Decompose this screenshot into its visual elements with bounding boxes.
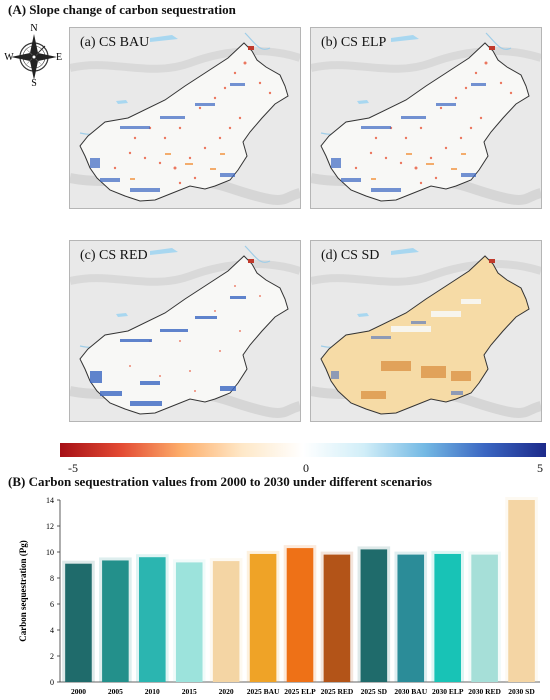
bar-2025-sd [360, 549, 388, 682]
bar-2000 [65, 563, 92, 682]
x-tick-label: 2025 ELP [284, 687, 316, 696]
x-tick-label: 2010 [145, 687, 160, 696]
y-tick-label: 6 [50, 600, 54, 609]
bar-2030-bau [397, 554, 425, 682]
carbon-sequestration-bar-chart: 0 2 4 6 8 10 12 14 Carbon sequestration (Pg) 200… [18, 496, 540, 696]
bar-2020 [212, 561, 240, 682]
bar-2005 [102, 560, 129, 682]
bar-2030-red [471, 554, 498, 682]
bar-2030-elp [434, 553, 461, 682]
bar-2010 [139, 557, 166, 682]
panel-label-cs-elp: (b) CS ELP [321, 35, 387, 50]
panel-label-cs-sd: (d) CS SD [321, 248, 380, 263]
section-b-title: (B) Carbon sequestration values from 200… [8, 474, 432, 489]
y-tick-label: 14 [46, 496, 54, 505]
y-tick-label: 10 [46, 548, 54, 557]
bar-2025-red [323, 554, 351, 682]
slope-colorbar [60, 443, 546, 457]
map-panel-cs-elp: (b) CS ELP [310, 27, 542, 209]
section-a-title: (A) Slope change of carbon sequestration [8, 2, 236, 17]
panel-label-cs-bau: (a) CS BAU [80, 35, 150, 50]
x-tick-label: 2000 [71, 687, 86, 696]
x-tick-label: 2020 [219, 687, 234, 696]
map-panel-cs-red: (c) CS RED [69, 240, 301, 422]
x-tick-label: 2030 RED [468, 687, 501, 696]
x-tick-label: 2025 SD [361, 687, 388, 696]
compass-north-label: N [30, 23, 37, 34]
map-cs-red [70, 241, 300, 421]
map-cs-sd [311, 241, 541, 421]
y-tick-label: 2 [50, 652, 54, 661]
map-panel-cs-bau: (a) CS BAU [69, 27, 301, 209]
map-cs-elp [311, 28, 541, 208]
compass-east-label: E [56, 52, 62, 63]
y-axis-label: Carbon sequestration (Pg) [18, 540, 28, 642]
panel-label-cs-red: (c) CS RED [80, 248, 148, 263]
x-tick-label: 2005 [108, 687, 123, 696]
compass-west-label: W [4, 52, 14, 63]
x-tick-label: 2030 BAU [394, 687, 427, 696]
bar-2025-bau [249, 553, 277, 682]
colorbar-tick-max: 5 [537, 461, 543, 475]
bar-2015 [175, 562, 203, 682]
y-tick-label: 4 [50, 626, 54, 635]
y-tick-label: 0 [50, 678, 54, 687]
map-panel-cs-sd: (d) CS SD [310, 240, 542, 422]
x-tick-label: 2015 [182, 687, 197, 696]
bar-2025-elp [286, 548, 314, 682]
map-cs-bau [70, 28, 300, 208]
compass-rose-icon: N S W E [4, 23, 62, 88]
y-tick-label: 8 [50, 574, 54, 583]
x-tick-label: 2030 SD [508, 687, 535, 696]
bar-2030-sd [508, 500, 535, 682]
x-tick-label: 2025 BAU [247, 687, 280, 696]
y-tick-label: 12 [46, 522, 54, 531]
colorbar-tick-min: -5 [68, 461, 78, 475]
x-tick-label: 2030 ELP [432, 687, 464, 696]
compass-south-label: S [31, 78, 37, 88]
x-tick-label: 2025 RED [321, 687, 354, 696]
colorbar-tick-zero: 0 [303, 461, 309, 475]
